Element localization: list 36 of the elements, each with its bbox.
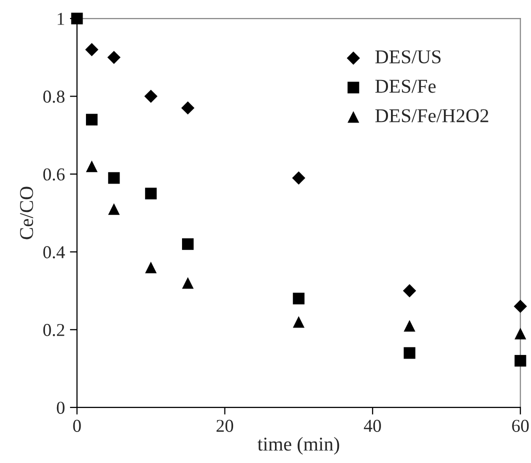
x-tick-label: 60 <box>512 420 529 432</box>
point <box>145 262 157 274</box>
point <box>86 160 98 172</box>
point <box>181 101 194 115</box>
point <box>514 328 526 340</box>
x-axis-title: time (min) <box>258 437 340 455</box>
point <box>145 188 157 200</box>
point <box>86 114 98 126</box>
point <box>85 43 98 56</box>
x-tick-label: 40 <box>364 420 381 432</box>
point <box>182 238 194 250</box>
point <box>404 347 416 359</box>
y-tick-label: 0.2 <box>43 324 64 336</box>
legend-label: DES/US <box>375 50 441 64</box>
point <box>108 203 120 215</box>
point <box>107 50 121 64</box>
y-axis-title: Ce/CO <box>20 186 34 240</box>
point <box>292 316 304 328</box>
point <box>292 292 304 304</box>
y-tick-label: 0.6 <box>43 168 65 181</box>
x-tick-label: 20 <box>216 420 234 432</box>
y-tick-label: 0.4 <box>43 246 65 258</box>
y-tick-label: 0 <box>56 402 64 414</box>
legend-label: DES/Fe/H2O2 <box>375 109 488 122</box>
point <box>514 354 526 367</box>
y-tick-label: 0.8 <box>43 90 64 103</box>
point <box>182 277 194 289</box>
x-tick-label: 0 <box>73 420 81 432</box>
point <box>404 320 416 332</box>
point <box>108 172 120 184</box>
point <box>292 171 306 185</box>
point <box>514 300 527 313</box>
point <box>402 284 416 298</box>
legend-label: DES/Fe <box>375 80 436 93</box>
y-tick-label: 1 <box>58 12 64 25</box>
point <box>144 90 158 103</box>
